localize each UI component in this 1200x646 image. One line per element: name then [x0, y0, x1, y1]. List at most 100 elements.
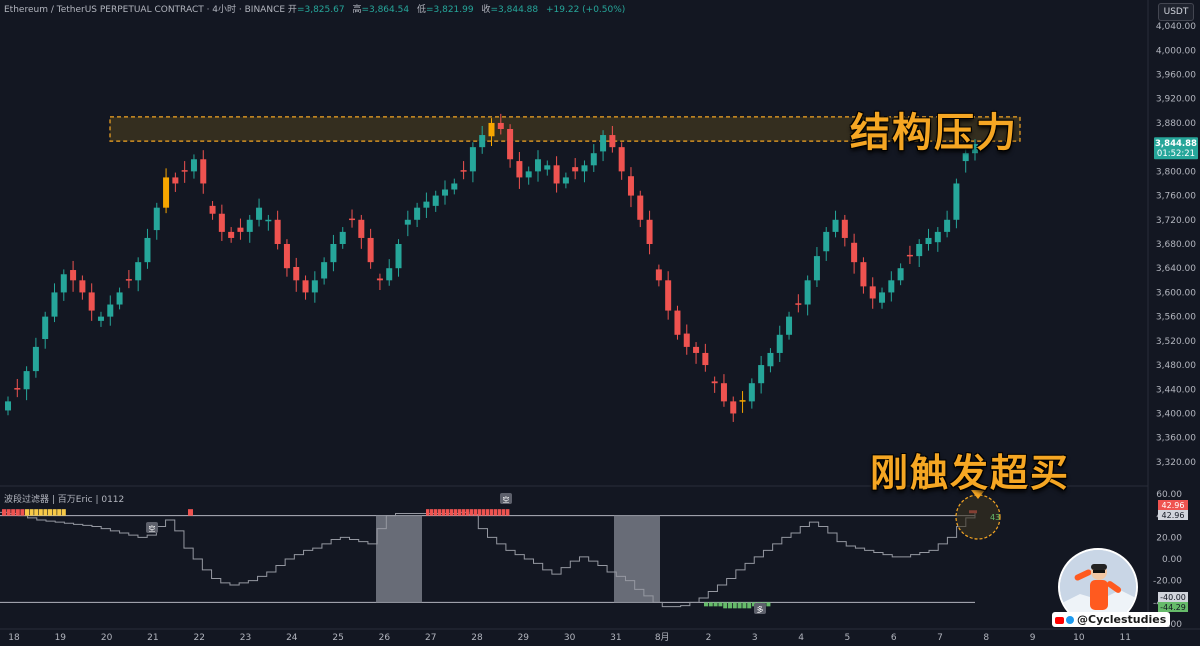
candle-body [488, 122, 495, 137]
candle-body [665, 280, 672, 311]
overbought-bar [506, 509, 510, 516]
level-badge-label: -44.29 [1160, 603, 1186, 612]
time-tick-label: 2 [706, 633, 712, 643]
candle-body [693, 346, 700, 353]
signal-marker-label: 空 [503, 495, 510, 504]
time-tick-label: 26 [379, 633, 391, 643]
price-tick-label: 3,720.00 [1156, 216, 1196, 226]
candle-body [404, 219, 411, 225]
time-tick-label: 20 [101, 633, 113, 643]
indicator-title[interactable]: 波段过滤器 | 百万Eric | 0112 [4, 495, 125, 505]
overbought-bar [446, 509, 450, 516]
candle-body [423, 201, 430, 208]
overbought-bar [57, 509, 62, 516]
candle-body [135, 262, 142, 281]
candle-body [107, 304, 114, 317]
candle-body [581, 165, 588, 172]
watermark-handle: @Cyclestudies [1052, 612, 1171, 627]
overbought-bar [434, 509, 438, 516]
overbought-bar [438, 509, 442, 516]
candle-body [386, 268, 393, 281]
candle-body [414, 207, 421, 220]
candle-body [283, 244, 290, 269]
candle-body [832, 219, 839, 232]
overbought-bar [430, 509, 434, 516]
oversold-bar [737, 602, 742, 609]
candle-body [562, 177, 569, 184]
oscillator-shade [376, 515, 422, 603]
candle-body [600, 135, 607, 152]
candle-body [349, 218, 356, 221]
currency-button[interactable]: USDT [1158, 3, 1194, 21]
candle-body [153, 207, 160, 231]
time-tick-label: 9 [1030, 633, 1036, 643]
candle-body [767, 352, 774, 367]
countdown-label: 01:52:21 [1157, 149, 1195, 159]
candle-body [869, 286, 876, 299]
candle-body [776, 334, 783, 353]
candle-body [172, 177, 179, 184]
overbought-annotation: 刚触发超买 [870, 451, 1071, 495]
overbought-bar [478, 509, 482, 516]
overbought-bar [502, 509, 506, 516]
candle-body [823, 231, 830, 252]
overbought-bar [494, 509, 498, 516]
overbought-bar [442, 509, 446, 516]
candle-body [79, 280, 86, 293]
overbought-bar [34, 509, 39, 516]
candle-body [330, 244, 337, 263]
overbought-bar [2, 509, 6, 516]
candle-body [879, 292, 886, 303]
close-label: 收 [481, 5, 491, 15]
last-price-label: 3,844.88 [1155, 139, 1197, 149]
price-tick-label: 3,560.00 [1156, 313, 1196, 323]
overbought-bar [61, 509, 66, 516]
candle-body [804, 280, 811, 305]
handle-text: @Cyclestudies [1077, 613, 1167, 626]
candle-body [51, 292, 58, 317]
time-tick-label: 5 [845, 633, 851, 643]
time-tick-label: 24 [286, 633, 298, 643]
candle-body [739, 400, 746, 402]
price-tick-label: 4,040.00 [1156, 22, 1196, 32]
overbought-bar [38, 509, 43, 516]
candle-body [181, 170, 188, 172]
candle-body [860, 262, 867, 287]
candle-body [720, 383, 727, 402]
candle-body [97, 316, 104, 321]
candle-body [237, 227, 244, 232]
candle-body [888, 280, 895, 293]
candle-body [358, 219, 365, 238]
youtube-icon [1055, 616, 1064, 624]
candle-body [70, 270, 77, 281]
price-tick-label: 3,680.00 [1156, 240, 1196, 250]
candle-body [190, 159, 197, 172]
symbol-title[interactable]: Ethereum / TetherUS PERPETUAL CONTRACT ·… [4, 5, 286, 15]
current-value-circle [955, 494, 1001, 540]
candle-body [23, 371, 30, 390]
candle-body [32, 346, 39, 372]
candle-body [972, 144, 978, 154]
candle-body [944, 219, 951, 232]
price-tick-label: 3,320.00 [1156, 458, 1196, 468]
candle-body [748, 383, 755, 402]
last-price-badge [1154, 137, 1198, 160]
candle-body [88, 292, 95, 311]
twitter-icon [1066, 616, 1074, 624]
candle-body [758, 365, 765, 384]
candle-body [42, 316, 49, 340]
candle-body [14, 388, 21, 390]
overbought-bar [474, 509, 478, 516]
time-tick-label: 27 [425, 633, 436, 643]
candle-body [572, 167, 579, 172]
candle-body [274, 219, 281, 244]
price-tick-label: 3,960.00 [1156, 71, 1196, 81]
oversold-bar [708, 602, 713, 607]
time-tick-label: 8 [983, 633, 989, 643]
candle-body [479, 135, 486, 148]
current-value-label: 43 [990, 513, 1000, 522]
candle-body [209, 205, 216, 214]
high-value: =3,864.54 [361, 5, 410, 15]
candle-body [906, 254, 913, 257]
